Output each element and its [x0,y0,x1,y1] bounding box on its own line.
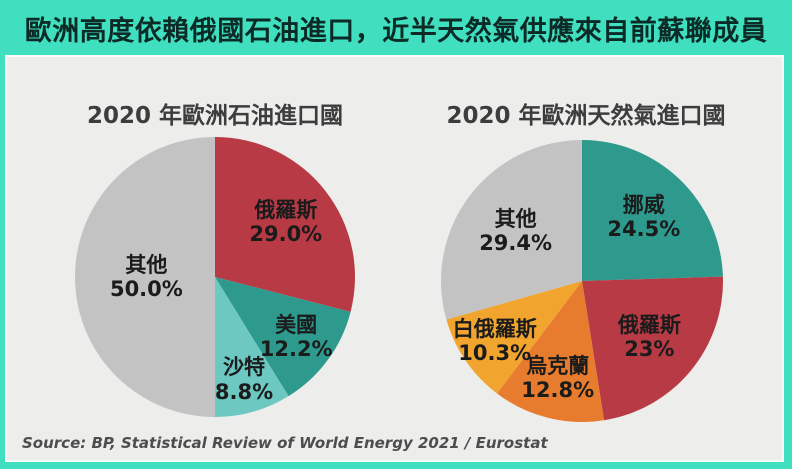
gas-pie-chart: 挪威 24.5% 俄羅斯 23% 烏克蘭 12.8% 白俄羅斯 10.3% 其他 29.4% [441,140,723,422]
pie-slice [496,281,605,422]
pie-slice [215,277,351,397]
main-title: 歐洲高度依賴俄國石油進口，近半天然氣供應來自前蘇聯成員 [24,16,768,47]
pie-slice [441,140,582,320]
pie-svg [75,137,355,417]
source-attribution: Source: BP, Statistical Review of World … [22,434,548,452]
gas-chart-title: 2020 年歐洲天然氣進口國 [446,103,726,129]
pie-svg [441,140,723,422]
pie-slice [582,140,723,281]
oil-chart-title: 2020 年歐洲石油進口國 [86,103,344,129]
pie-slice [582,276,723,421]
pie-slice [215,137,355,312]
oil-pie-chart: 俄羅斯 29.0% 美國 12.2% 沙特 8.8% 其他 50.0% [75,137,355,417]
pie-slice [446,281,582,394]
pie-slice [215,277,289,417]
pie-slice [75,137,215,417]
